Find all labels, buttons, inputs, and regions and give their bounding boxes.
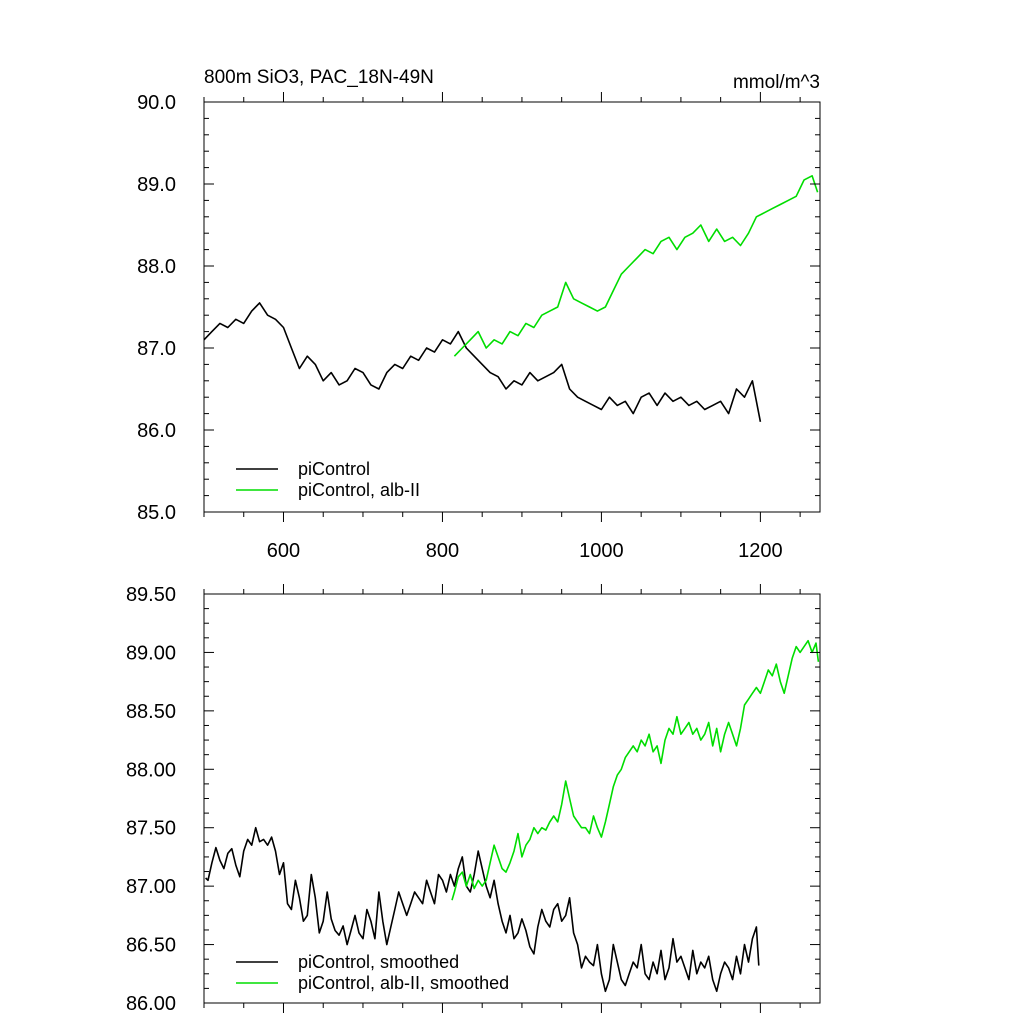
y-tick-label: 88.50 xyxy=(126,701,176,723)
y-tick-label: 90.0 xyxy=(137,92,176,114)
y-tick-label: 88.00 xyxy=(126,759,176,781)
series-line-1 xyxy=(205,826,760,993)
plot-frame xyxy=(203,593,821,1004)
x-tick-label: 600 xyxy=(267,540,300,562)
top-panel: 85.0 86.0 87.0 88.0 89.0 90.0 600 800 1000 1200 80… xyxy=(137,67,821,562)
series-line-2 xyxy=(453,175,819,357)
series-line-2 xyxy=(451,639,820,901)
y-tick-label: 86.50 xyxy=(126,935,176,957)
y-tick-label: 87.00 xyxy=(126,876,176,898)
x-tick-label: 1200 xyxy=(738,540,783,562)
chart-title: 800m SiO3, PAC_18N-49N xyxy=(204,67,434,88)
y-tick-label: 87.0 xyxy=(137,338,176,360)
y-tick-label: 87.50 xyxy=(126,818,176,840)
legend-label: piControl, smoothed xyxy=(298,952,459,972)
y-tick-label: 89.0 xyxy=(137,174,176,196)
legend-label: piControl, alb-II xyxy=(298,480,420,500)
y-tick-label: 89.00 xyxy=(126,642,176,664)
x-tick-label: 800 xyxy=(426,540,459,562)
series-line-1 xyxy=(203,302,762,422)
y-tick-label: 86.00 xyxy=(126,993,176,1015)
y-tick-label: 88.0 xyxy=(137,256,176,278)
x-tick-label: 1000 xyxy=(579,540,624,562)
y-tick-label: 85.0 xyxy=(137,502,176,524)
legend-label: piControl, alb-II, smoothed xyxy=(298,973,509,993)
y-tick-label: 89.50 xyxy=(126,584,176,606)
units-label: mmol/m^3 xyxy=(733,72,820,93)
plot-frame xyxy=(203,101,821,513)
y-tick-label: 86.0 xyxy=(137,420,176,442)
legend-label: piControl xyxy=(298,459,370,479)
bottom-panel: 86.00 86.50 87.00 87.50 88.00 88.50 89.00 89.50… xyxy=(126,584,821,1015)
